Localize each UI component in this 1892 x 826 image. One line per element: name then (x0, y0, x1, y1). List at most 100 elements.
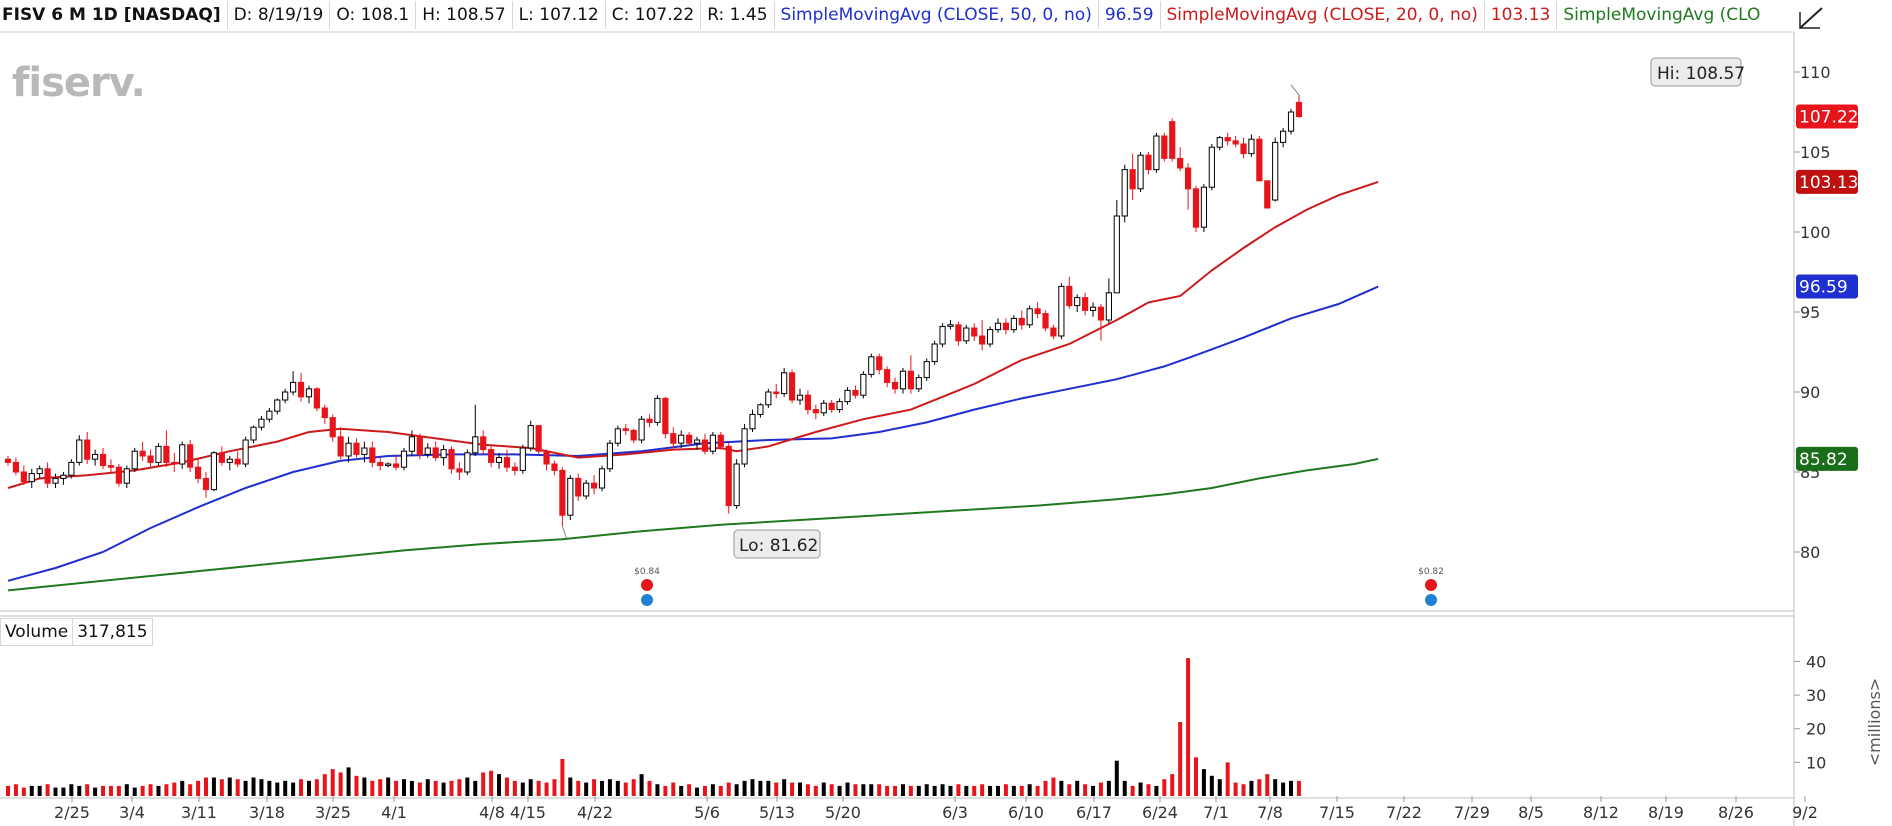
symbol-label[interactable]: FISV 6 M 1D [NASDAQ] (0, 1, 228, 29)
sma200-study-label[interactable]: SimpleMovingAvg (CLOSE, 200, 0, no) (1557, 1, 1760, 29)
candle-body (1264, 180, 1271, 209)
volume-bar (766, 780, 771, 796)
volume-bar (845, 782, 850, 796)
dividend-icon (1425, 579, 1437, 591)
sma20-study-label[interactable]: SimpleMovingAvg (CLOSE, 20, 0, no) (1161, 1, 1485, 29)
time-tick-label: 7/1 (1203, 803, 1229, 822)
candle (670, 427, 677, 448)
volume-bar (607, 779, 612, 796)
candle (147, 449, 154, 468)
candle-body (598, 468, 606, 489)
candle (884, 366, 891, 388)
volume-bar (124, 784, 129, 796)
volume-bar (275, 782, 280, 796)
candle-body (12, 461, 20, 473)
volume-bar (576, 780, 581, 796)
candle (1224, 132, 1231, 146)
candle-body (107, 465, 115, 468)
candle-body (99, 453, 107, 467)
time-tick-label: 2/25 (54, 803, 90, 822)
volume-bar (481, 772, 486, 796)
candle-body (297, 381, 305, 398)
candle (701, 433, 709, 455)
price-tick-label: 95 (1800, 303, 1820, 322)
candle-body (131, 450, 138, 470)
volume-bar (948, 785, 953, 796)
sma50-study-label[interactable]: SimpleMovingAvg (CLOSE, 50, 0, no) (775, 1, 1099, 29)
candle (392, 454, 400, 471)
volume-bar (1217, 779, 1222, 796)
candle (1280, 128, 1287, 148)
candle-body (179, 444, 186, 465)
candle-body (20, 471, 27, 483)
earnings-icon (641, 594, 653, 606)
candle (258, 416, 265, 431)
volume-tick-label: 30 (1806, 686, 1826, 705)
candle (377, 457, 384, 471)
candle (424, 443, 431, 458)
candle (947, 320, 954, 330)
drawing-tool-icon[interactable] (1796, 4, 1826, 32)
candle (1272, 137, 1279, 202)
candle-body (986, 329, 994, 345)
candle-body (559, 469, 566, 516)
candle (480, 430, 487, 455)
volume-bar (805, 784, 810, 796)
volume-bar (338, 772, 343, 796)
candle-body (52, 477, 59, 484)
candle-body (749, 413, 756, 430)
price-badge-sma20: 103.13 (1796, 169, 1858, 194)
volume-bar (346, 767, 351, 796)
candle (1200, 184, 1208, 232)
candle (654, 395, 661, 426)
candle-body (1034, 308, 1041, 315)
candle-body (274, 399, 281, 412)
candle-body (511, 466, 518, 471)
volume-bar (497, 774, 502, 796)
company-logo: fiserv. (12, 60, 145, 106)
volume-bar (180, 780, 185, 796)
earnings-icon (1425, 594, 1437, 606)
candle (385, 462, 392, 468)
candle (1248, 134, 1255, 157)
volume-bar (409, 780, 414, 796)
volume-bar (1059, 780, 1064, 796)
candle-body (971, 327, 978, 337)
volume-bar (655, 784, 660, 796)
candle-body (250, 426, 257, 441)
candle-body (1184, 167, 1192, 190)
volume-bar (473, 780, 478, 796)
price-badges: 107.22 103.13 96.59 85.82 (1796, 104, 1858, 471)
candle (994, 318, 1002, 333)
candle-body (622, 428, 629, 431)
volume-bar (996, 785, 1000, 796)
lo-annotation: Lo: 81.62 (561, 525, 821, 559)
candle (781, 368, 788, 397)
candle-body (1192, 188, 1200, 228)
candle (1192, 185, 1200, 232)
candle-body (788, 372, 796, 401)
candle (590, 475, 598, 495)
volume-tick-label: 10 (1806, 753, 1826, 772)
candle (598, 465, 606, 492)
time-tick-label: 6/17 (1076, 803, 1112, 822)
candle-body (1113, 215, 1120, 294)
volume-bar (592, 779, 597, 796)
volume-bar (465, 777, 470, 796)
volume-bar (639, 774, 644, 796)
candle (440, 444, 447, 466)
candle-body (163, 445, 170, 463)
volume-bar (623, 782, 628, 796)
volume-bar (671, 782, 676, 796)
volume-bar (552, 779, 557, 796)
candle-body (804, 394, 812, 411)
volume-bar (69, 784, 74, 796)
volume-bar (1122, 780, 1127, 796)
candle-body (1050, 327, 1057, 337)
candle-body (68, 461, 75, 476)
volume-bar (702, 785, 707, 796)
price-badge-value: 103.13 (1799, 173, 1858, 193)
time-tick-label: 7/22 (1386, 803, 1422, 822)
candle (282, 388, 289, 404)
